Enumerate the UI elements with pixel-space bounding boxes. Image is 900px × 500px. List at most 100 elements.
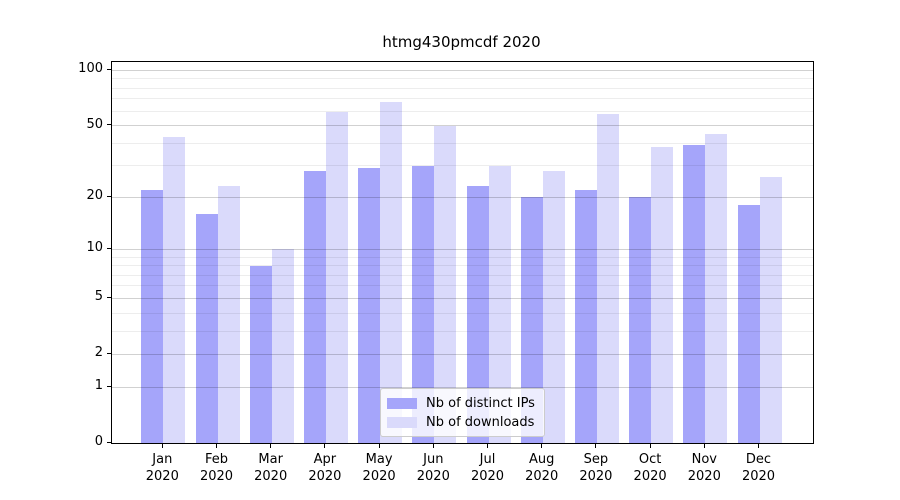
bar-distinct-ips-sep (574, 189, 597, 443)
bar-downloads-oct (651, 147, 674, 443)
x-tick-year: 2020 (254, 469, 288, 484)
x-tick-year: 2020 (308, 469, 342, 484)
legend-swatch-0 (387, 397, 417, 409)
bar-distinct-ips-dec (737, 205, 760, 443)
bar-downloads-feb (217, 186, 240, 443)
gridline-minor-6 (112, 285, 813, 287)
x-tick-label-dec: Dec 2020 (729, 451, 789, 485)
bar-downloads-aug (542, 171, 565, 443)
x-tick-month: Nov (691, 452, 717, 467)
bar-downloads-apr (325, 112, 348, 443)
y-tick-5 (107, 296, 112, 298)
y-tick-label-5: 5 (94, 289, 103, 305)
x-tick-year: 2020 (579, 469, 613, 484)
legend-label-0: Nb of distinct IPs (426, 395, 535, 411)
gridline-minor-60 (112, 110, 813, 112)
gridline-major-10 (112, 248, 813, 250)
x-tick-label-apr: Apr 2020 (295, 451, 355, 485)
y-tick-1 (107, 385, 112, 387)
x-tick-apr (324, 443, 326, 448)
x-tick-aug (541, 443, 543, 448)
bar-distinct-ips-mar (249, 265, 272, 443)
gridline-minor-3 (112, 330, 813, 332)
x-tick-oct (649, 443, 651, 448)
x-tick-dec (758, 443, 759, 448)
y-tick-2 (107, 352, 112, 354)
gridline-major-1 (112, 386, 813, 388)
y-tick-label-2: 2 (94, 345, 103, 361)
x-tick-year: 2020 (416, 469, 450, 484)
x-tick-month: Feb (204, 452, 229, 467)
x-tick-label-sep: Sep 2020 (566, 451, 626, 485)
x-tick-jul (487, 443, 488, 448)
bar-distinct-ips-may (358, 168, 381, 443)
bar-downloads-jan (163, 137, 186, 443)
bar-downloads-jun (434, 125, 457, 443)
bar-distinct-ips-jun (412, 165, 435, 443)
gridline-major-5 (112, 297, 813, 299)
gridline-major-20 (112, 196, 813, 198)
legend: Nb of distinct IPs Nb of downloads (380, 388, 545, 437)
x-tick-label-oct: Oct 2020 (620, 451, 680, 485)
x-tick-year: 2020 (362, 469, 396, 484)
x-tick-month: Jul (479, 452, 496, 467)
gridline-major-2 (112, 353, 813, 355)
bar-distinct-ips-jan (141, 189, 164, 443)
bar-distinct-ips-apr (303, 171, 326, 443)
plot-area (111, 61, 814, 444)
gridline-minor-4 (112, 312, 813, 314)
legend-swatch-1 (387, 416, 417, 428)
gridline-minor-80 (112, 87, 813, 89)
x-tick-jan (161, 443, 163, 448)
x-tick-year: 2020 (633, 469, 667, 484)
legend-entry-distinct-ips: Nb of distinct IPs (387, 396, 544, 411)
x-tick-label-mar: Mar 2020 (241, 451, 301, 485)
bar-downloads-mar (271, 249, 294, 443)
y-tick-label-100: 100 (78, 61, 103, 77)
y-tick-label-20: 20 (86, 188, 103, 204)
bar-distinct-ips-feb (195, 214, 218, 443)
x-tick-feb (216, 443, 217, 448)
x-tick-jun (432, 443, 434, 448)
x-tick-label-jun: Jun 2020 (403, 451, 463, 485)
x-tick-label-jul: Jul 2020 (458, 451, 518, 485)
x-tick-year: 2020 (199, 469, 234, 484)
x-tick-label-may: May 2020 (349, 451, 409, 485)
legend-label-1: Nb of downloads (426, 414, 535, 430)
x-tick-mar (270, 443, 272, 448)
gridline-minor-40 (112, 142, 813, 144)
x-tick-year: 2020 (741, 469, 776, 484)
x-tick-month: Dec (745, 452, 772, 467)
bar-distinct-ips-jul (466, 186, 489, 443)
x-tick-month: May (365, 452, 393, 467)
y-tick-label-0: 0 (94, 434, 103, 449)
x-tick-month: Sep (583, 452, 609, 467)
gridline-major-50 (112, 125, 813, 127)
bar-downloads-dec (759, 176, 782, 443)
x-tick-label-feb: Feb 2020 (187, 451, 247, 485)
x-tick-month: Aug (528, 452, 555, 467)
x-tick-may (378, 443, 380, 448)
y-tick-50 (107, 124, 112, 126)
gridline-minor-8 (112, 265, 813, 267)
bar-distinct-ips-oct (629, 197, 652, 443)
x-tick-month: Apr (313, 452, 337, 467)
y-tick-10 (107, 247, 112, 249)
x-tick-label-aug: Aug 2020 (512, 451, 572, 485)
x-tick-nov (703, 443, 705, 448)
bar-distinct-ips-nov (683, 145, 706, 443)
gridline-major-100 (112, 69, 813, 71)
y-tick-label-1: 1 (94, 378, 103, 394)
x-tick-month: Jan (152, 452, 173, 467)
bar-distinct-ips-aug (520, 197, 543, 443)
x-tick-year: 2020 (470, 469, 505, 484)
gridline-minor-7 (112, 274, 813, 276)
x-tick-label-jan: Jan 2020 (132, 451, 192, 485)
x-tick-month: Mar (258, 452, 283, 467)
x-tick-sep (595, 443, 597, 448)
bar-downloads-jul (488, 165, 511, 443)
gridline-minor-9 (112, 256, 813, 258)
y-tick-label-10: 10 (86, 240, 103, 256)
gridline-minor-30 (112, 165, 813, 167)
